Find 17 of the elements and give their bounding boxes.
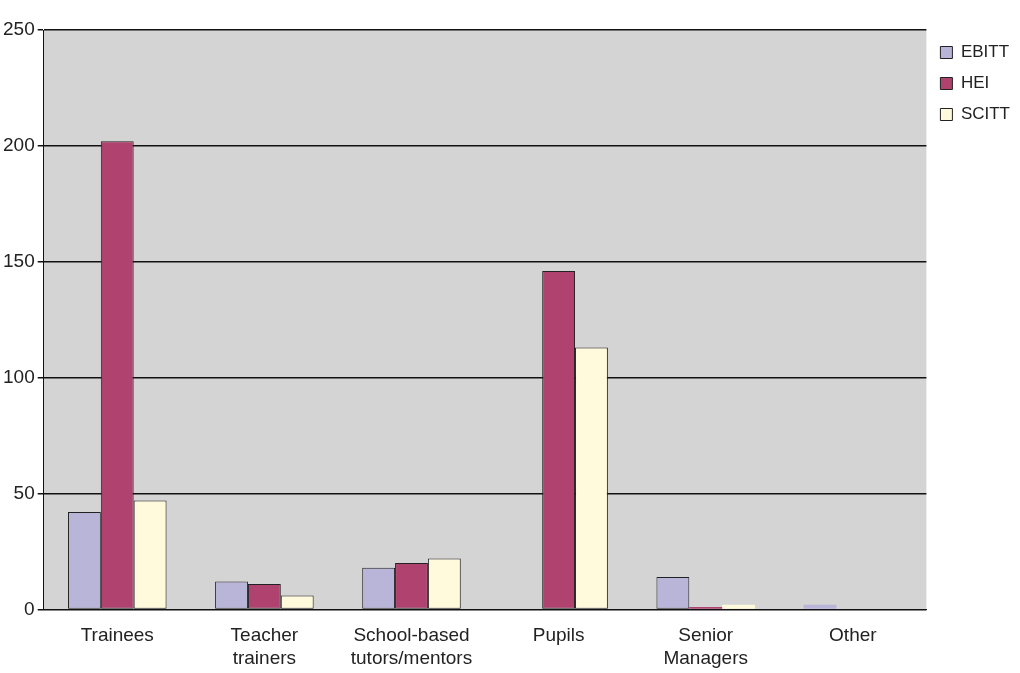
y-tick-label: 50 [13, 481, 35, 503]
y-tick-label: 200 [3, 134, 35, 156]
x-tick-label: Teacher trainers [230, 624, 299, 668]
legend-label: EBITT [960, 42, 1010, 62]
x-tick-label: School-based tutors/mentors [350, 624, 473, 668]
y-tick-label: 0 [24, 597, 35, 619]
y-tick-label: 150 [3, 249, 35, 271]
x-tick-label: Pupils [532, 624, 585, 646]
bar [803, 604, 837, 609]
x-tick-label: Trainees [80, 624, 154, 646]
x-tick-label: Other [829, 624, 878, 646]
legend-label: HEI [960, 73, 990, 93]
y-tick-label: 100 [3, 365, 35, 387]
bar [722, 604, 755, 609]
legend-label: SCITT [960, 104, 1010, 124]
y-tick-label: 250 [3, 18, 35, 40]
x-tick-label: Senior Managers [663, 624, 748, 668]
